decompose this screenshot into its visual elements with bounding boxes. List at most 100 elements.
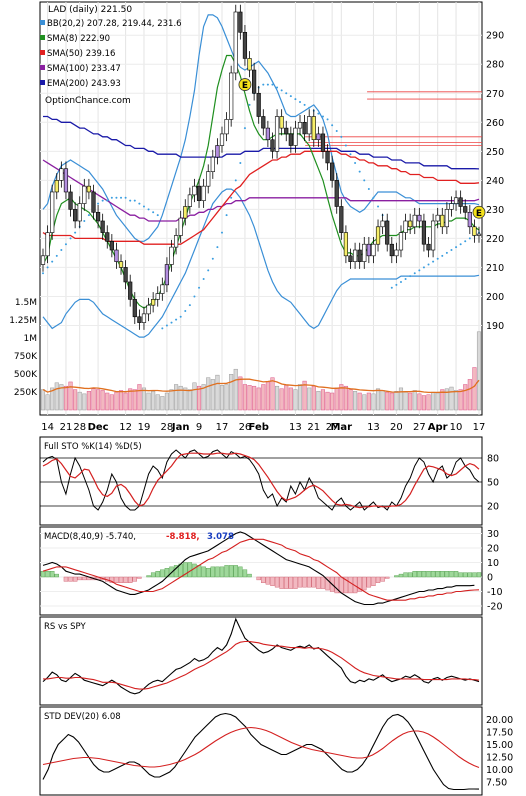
volume-bar bbox=[302, 380, 307, 411]
macd-histogram-bar bbox=[146, 575, 151, 578]
candle-body bbox=[380, 220, 385, 228]
psar-dot bbox=[179, 315, 182, 318]
psar-dot bbox=[243, 127, 246, 130]
macd-histogram-bar bbox=[242, 569, 248, 578]
macd-histogram-bar bbox=[476, 572, 482, 578]
legend-bb: BB(20,2) 207.28, 219.44, 231.6 bbox=[47, 19, 182, 29]
std-tick-label: 10.00 bbox=[486, 765, 513, 776]
candle-body bbox=[330, 162, 335, 181]
macd-histogram-bar bbox=[316, 576, 321, 589]
psar-dot bbox=[372, 196, 375, 199]
volume-bar bbox=[54, 382, 59, 411]
macd-value-hist: 3.078 bbox=[207, 532, 234, 542]
macd-histogram-bar bbox=[288, 576, 294, 589]
ema200-line bbox=[43, 115, 480, 170]
panel-price bbox=[39, 1, 483, 416]
candle-body bbox=[137, 316, 142, 323]
macd-histogram-bar bbox=[238, 566, 243, 578]
candle-body bbox=[435, 214, 440, 222]
volume-bar bbox=[454, 390, 459, 411]
panel-macd bbox=[39, 526, 483, 616]
candle-body bbox=[284, 127, 289, 135]
candle-body bbox=[320, 133, 326, 152]
date-label: 21 bbox=[307, 422, 320, 433]
macd-histogram-bar bbox=[150, 572, 156, 578]
candle-body bbox=[417, 214, 422, 222]
macd-histogram-bar bbox=[435, 571, 440, 578]
candle-body bbox=[261, 116, 266, 129]
macd-tick-label: 20 bbox=[487, 544, 499, 555]
volume-bar bbox=[288, 387, 293, 411]
candle-body bbox=[449, 203, 454, 210]
price-tick-label: 210 bbox=[486, 263, 504, 274]
macd-histogram-bar bbox=[444, 571, 450, 578]
date-label: Feb bbox=[249, 422, 269, 433]
psar-dot bbox=[432, 260, 435, 263]
macd-histogram-bar bbox=[228, 565, 234, 578]
macd-histogram-bar bbox=[210, 566, 216, 578]
date-label: 27 bbox=[413, 422, 426, 433]
candle-body bbox=[247, 58, 252, 71]
psar-dot bbox=[234, 179, 237, 182]
candle-body bbox=[86, 185, 91, 193]
candle-body bbox=[348, 255, 353, 262]
volume-bar bbox=[472, 367, 477, 411]
std-tick-label: 7.50 bbox=[486, 778, 507, 789]
macd-histogram-bar bbox=[261, 576, 266, 584]
volume-bar bbox=[40, 389, 46, 411]
volume-bar bbox=[123, 392, 128, 411]
volume-bar bbox=[320, 389, 326, 411]
psar-dot bbox=[422, 266, 425, 269]
candle-body bbox=[114, 249, 119, 262]
candle-body bbox=[40, 255, 46, 265]
candle-body bbox=[453, 197, 459, 204]
psar-dot bbox=[436, 257, 439, 260]
psar-dot bbox=[184, 309, 187, 312]
psar-dot bbox=[289, 95, 292, 98]
earnings-marker bbox=[472, 205, 486, 219]
candle-body bbox=[302, 122, 307, 135]
volume-bar bbox=[141, 387, 147, 411]
macd-histogram-bar bbox=[417, 571, 422, 578]
candle-body bbox=[59, 168, 64, 181]
psar-dot bbox=[152, 211, 155, 214]
macd-histogram-bar bbox=[215, 566, 220, 578]
psar-dot bbox=[404, 278, 407, 281]
candle-body bbox=[311, 116, 316, 141]
candle-body bbox=[109, 241, 114, 251]
volume-bar bbox=[435, 392, 440, 411]
macd-histogram-bar bbox=[114, 576, 119, 584]
psar-dot bbox=[413, 272, 416, 275]
legend-sma8: SMA(8) 222.90 bbox=[47, 34, 110, 44]
candle-body bbox=[229, 72, 234, 120]
psar-dot bbox=[188, 304, 191, 307]
candle-body bbox=[141, 313, 147, 323]
sto-tick-label: 50 bbox=[487, 478, 499, 489]
macd-histogram-bar bbox=[463, 572, 468, 578]
psar-dot bbox=[441, 254, 444, 257]
psar-dot bbox=[51, 260, 54, 263]
candle-body bbox=[357, 249, 362, 262]
candle-body bbox=[45, 232, 50, 257]
candle-body bbox=[325, 151, 330, 164]
psar-dot bbox=[308, 106, 311, 109]
psar-dot bbox=[87, 214, 90, 217]
macd-histogram-bar bbox=[375, 576, 381, 584]
volume-bar bbox=[444, 388, 449, 411]
macd-tick-label: 0 bbox=[487, 573, 493, 584]
candle-body bbox=[77, 203, 82, 222]
volume-average-line bbox=[42, 378, 480, 394]
macd-signal-line bbox=[42, 538, 480, 601]
volume-bar bbox=[408, 392, 413, 411]
date-label: 28 bbox=[161, 422, 174, 433]
candle-body bbox=[394, 249, 399, 257]
volume-bar bbox=[247, 385, 252, 411]
candle-body bbox=[334, 180, 339, 207]
price-tick-label: 230 bbox=[486, 205, 504, 216]
macd-histogram-bar bbox=[233, 565, 238, 578]
macd-histogram-bar bbox=[109, 576, 115, 584]
macd-histogram-bar bbox=[380, 576, 385, 582]
volume-bar bbox=[348, 389, 353, 411]
sto-tick-label: 80 bbox=[487, 454, 499, 465]
